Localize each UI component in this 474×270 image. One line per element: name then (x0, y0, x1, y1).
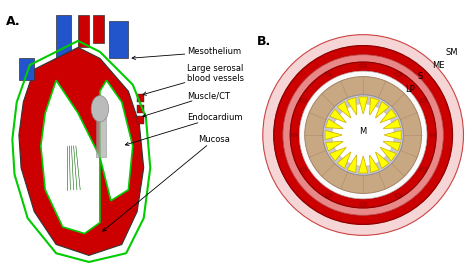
Polygon shape (325, 130, 342, 140)
FancyBboxPatch shape (301, 99, 306, 102)
Polygon shape (375, 152, 389, 168)
Polygon shape (326, 141, 343, 151)
FancyBboxPatch shape (420, 168, 426, 171)
Circle shape (332, 104, 394, 166)
Polygon shape (337, 152, 351, 168)
Text: Mucosa: Mucosa (103, 135, 230, 231)
Text: S: S (418, 72, 423, 81)
Polygon shape (380, 109, 397, 123)
Polygon shape (370, 97, 379, 115)
Polygon shape (384, 130, 401, 140)
Polygon shape (347, 155, 356, 173)
Text: Large serosal
blood vessels: Large serosal blood vessels (143, 64, 245, 95)
Polygon shape (358, 156, 368, 173)
Text: LP: LP (405, 85, 415, 94)
Polygon shape (370, 155, 379, 173)
FancyBboxPatch shape (360, 64, 366, 67)
Polygon shape (78, 15, 89, 48)
Text: SM: SM (445, 48, 458, 58)
Polygon shape (347, 97, 356, 115)
Polygon shape (137, 106, 144, 113)
FancyBboxPatch shape (326, 194, 331, 197)
Polygon shape (326, 119, 343, 129)
FancyBboxPatch shape (395, 194, 401, 197)
Text: M: M (359, 127, 367, 136)
Polygon shape (96, 102, 107, 157)
Polygon shape (380, 147, 397, 161)
Text: Mesothelium: Mesothelium (132, 47, 242, 59)
FancyBboxPatch shape (291, 134, 297, 136)
Polygon shape (56, 15, 72, 69)
Ellipse shape (91, 96, 109, 122)
Text: Muscle/CT: Muscle/CT (143, 91, 230, 117)
Text: A.: A. (6, 15, 20, 28)
Text: B.: B. (257, 35, 272, 48)
Polygon shape (337, 102, 351, 118)
Polygon shape (41, 80, 100, 234)
Polygon shape (100, 80, 133, 201)
Text: ME: ME (432, 61, 445, 70)
FancyBboxPatch shape (430, 134, 435, 136)
Polygon shape (19, 58, 34, 80)
FancyBboxPatch shape (301, 168, 306, 171)
FancyBboxPatch shape (360, 203, 366, 206)
Polygon shape (93, 15, 104, 43)
FancyBboxPatch shape (326, 73, 331, 76)
Polygon shape (19, 48, 144, 255)
Polygon shape (383, 141, 401, 151)
FancyBboxPatch shape (420, 99, 426, 102)
Polygon shape (330, 109, 346, 123)
Polygon shape (109, 21, 128, 58)
Polygon shape (137, 94, 144, 102)
Polygon shape (375, 102, 389, 118)
Polygon shape (358, 97, 368, 114)
Polygon shape (330, 147, 346, 161)
FancyBboxPatch shape (395, 73, 401, 76)
Polygon shape (137, 116, 144, 124)
Text: Endocardium: Endocardium (125, 113, 243, 146)
Polygon shape (383, 119, 401, 129)
